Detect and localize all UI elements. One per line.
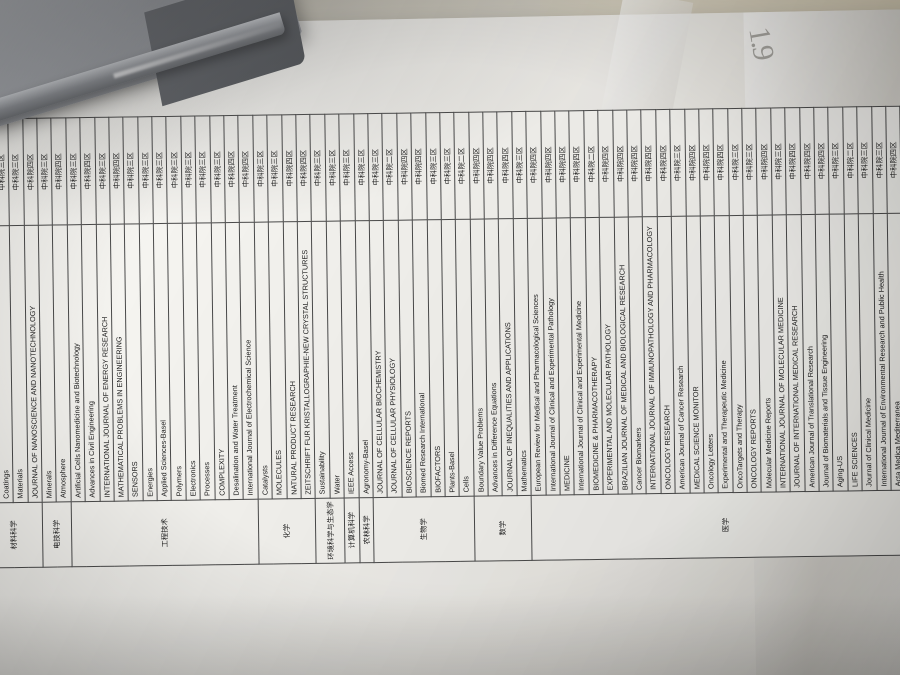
discipline-cell: 环境科学与生态学: [315, 497, 346, 564]
journal-grade-cell: 中科院二区: [583, 110, 600, 218]
journal-grade-cell: 中科院四区: [569, 110, 586, 218]
journal-grade-cell: 中科院四区: [785, 107, 801, 215]
journal-grade-cell: 中科院四区: [468, 112, 485, 220]
journal-grade-cell: 中科院三区: [511, 111, 528, 219]
discipline-cell: 化学: [257, 498, 317, 565]
journal-grade-cell: 中科院三区: [36, 118, 53, 226]
journal-grade-cell: 中科院四区: [641, 109, 658, 217]
journal-ranking-table: 学科 期刊 期刊等级 材料科学Metals中科院三区Coatings中科院三区M…: [0, 105, 900, 569]
journal-grade-cell: 中科院四区: [108, 117, 125, 225]
journal-grade-cell: 中科院四区: [813, 107, 830, 215]
journal-grade-cell: 中科院四区: [482, 111, 499, 220]
journal-grade-cell: 中科院四区: [554, 110, 571, 219]
discipline-cell: 工程技术: [70, 498, 259, 567]
journal-grade-cell: 中科院三区: [828, 106, 845, 215]
journal-grade-cell: 中科院三区: [209, 115, 226, 223]
journal-grade-cell: 中科院三区: [439, 112, 456, 220]
journal-grade-cell: 中科院三区: [137, 116, 154, 225]
journal-grade-cell: 中科院四区: [885, 106, 900, 214]
journal-grade-cell: 中科院四区: [799, 107, 816, 215]
journal-grade-cell: 中科院四区: [756, 108, 773, 216]
journal-grade-cell: 中科院四区: [238, 115, 255, 223]
journal-grade-cell: 中科院四区: [612, 110, 629, 218]
journal-table-container: 学科 期刊 期刊等级 材料科学Metals中科院三区Coatings中科院三区M…: [0, 105, 900, 569]
discipline-cell: 电技科学: [42, 501, 72, 568]
journal-grade-cell: 中科院三区: [123, 116, 139, 225]
journal-grade-cell: 中科院四区: [684, 109, 701, 217]
journal-grade-cell: 中科院三区: [856, 106, 873, 214]
journal-grade-cell: 中科院三区: [310, 114, 327, 222]
journal-grade-cell: 中科院四区: [79, 117, 96, 225]
discipline-cell: 农林科学: [358, 497, 374, 563]
journal-grade-cell: 中科院四区: [713, 108, 729, 216]
journal-grade-cell: 中科院四区: [597, 110, 614, 218]
journal-grade-cell: 中科院三区: [166, 116, 183, 224]
journal-grade-cell: 中科院三区: [770, 107, 787, 216]
handwritten-pen-mark: 1.9: [741, 24, 780, 62]
journal-grade-cell: 中科院四区: [22, 118, 39, 226]
journal-grade-cell: 中科院四区: [223, 115, 240, 223]
journal-grade-cell: 中科院三区: [94, 117, 111, 225]
journal-grade-cell: 中科院四区: [626, 109, 643, 218]
journal-grade-cell: 中科院三区: [871, 106, 888, 214]
journal-grade-cell: 中科院三区: [195, 115, 211, 224]
journal-grade-cell: 中科院四区: [410, 112, 427, 221]
journal-grade-cell: 中科院四区: [497, 111, 514, 219]
journal-grade-cell: 中科院三区: [367, 113, 384, 221]
journal-grade-cell: 中科院二区: [382, 113, 398, 221]
journal-grade-cell: 中科院三区: [252, 115, 269, 223]
journal-grade-cell: 中科院三区: [338, 113, 355, 222]
discipline-cell: 计算机科学: [344, 497, 360, 563]
journal-grade-cell: 中科院三区: [65, 117, 82, 226]
journal-grade-cell: 中科院三区: [425, 112, 442, 220]
journal-grade-cell: 中科院四区: [295, 114, 312, 222]
journal-grade-cell: 中科院四区: [51, 117, 68, 226]
journal-grade-cell: 中科院四区: [396, 113, 413, 221]
journal-grade-cell: 中科院二区: [842, 106, 859, 215]
table-body: 材料科学Metals中科院三区Coatings中科院三区Materials中科院…: [0, 106, 900, 569]
journal-grade-cell: 中科院四区: [655, 109, 672, 217]
journal-grade-cell: 中科院四区: [540, 111, 557, 219]
journal-grade-cell: 中科院三区: [669, 109, 686, 217]
journal-grade-cell: 中科院三区: [324, 114, 341, 222]
journal-grade-cell: 中科院三区: [180, 116, 197, 224]
journal-grade-cell: 中科院四区: [526, 111, 542, 219]
journal-grade-cell: 中科院三区: [741, 108, 758, 216]
journal-grade-cell: 中科院三区: [267, 114, 283, 223]
journal-grade-cell: 中科院四区: [281, 114, 298, 222]
journal-grade-cell: 中科院三区: [151, 116, 168, 224]
discipline-cell: 材料科学: [0, 501, 44, 569]
discipline-cell: 生物学: [373, 495, 475, 563]
journal-grade-cell: 中科院四区: [698, 108, 715, 217]
journal-grade-cell: 中科院三区: [7, 118, 24, 226]
journal-grade-cell: 中科院三区: [727, 108, 744, 216]
discipline-cell: 数学: [473, 495, 533, 562]
discipline-cell: 医学: [531, 489, 900, 561]
journal-grade-cell: 中科院二区: [454, 112, 470, 220]
journal-grade-cell: 中科院三区: [353, 113, 370, 221]
